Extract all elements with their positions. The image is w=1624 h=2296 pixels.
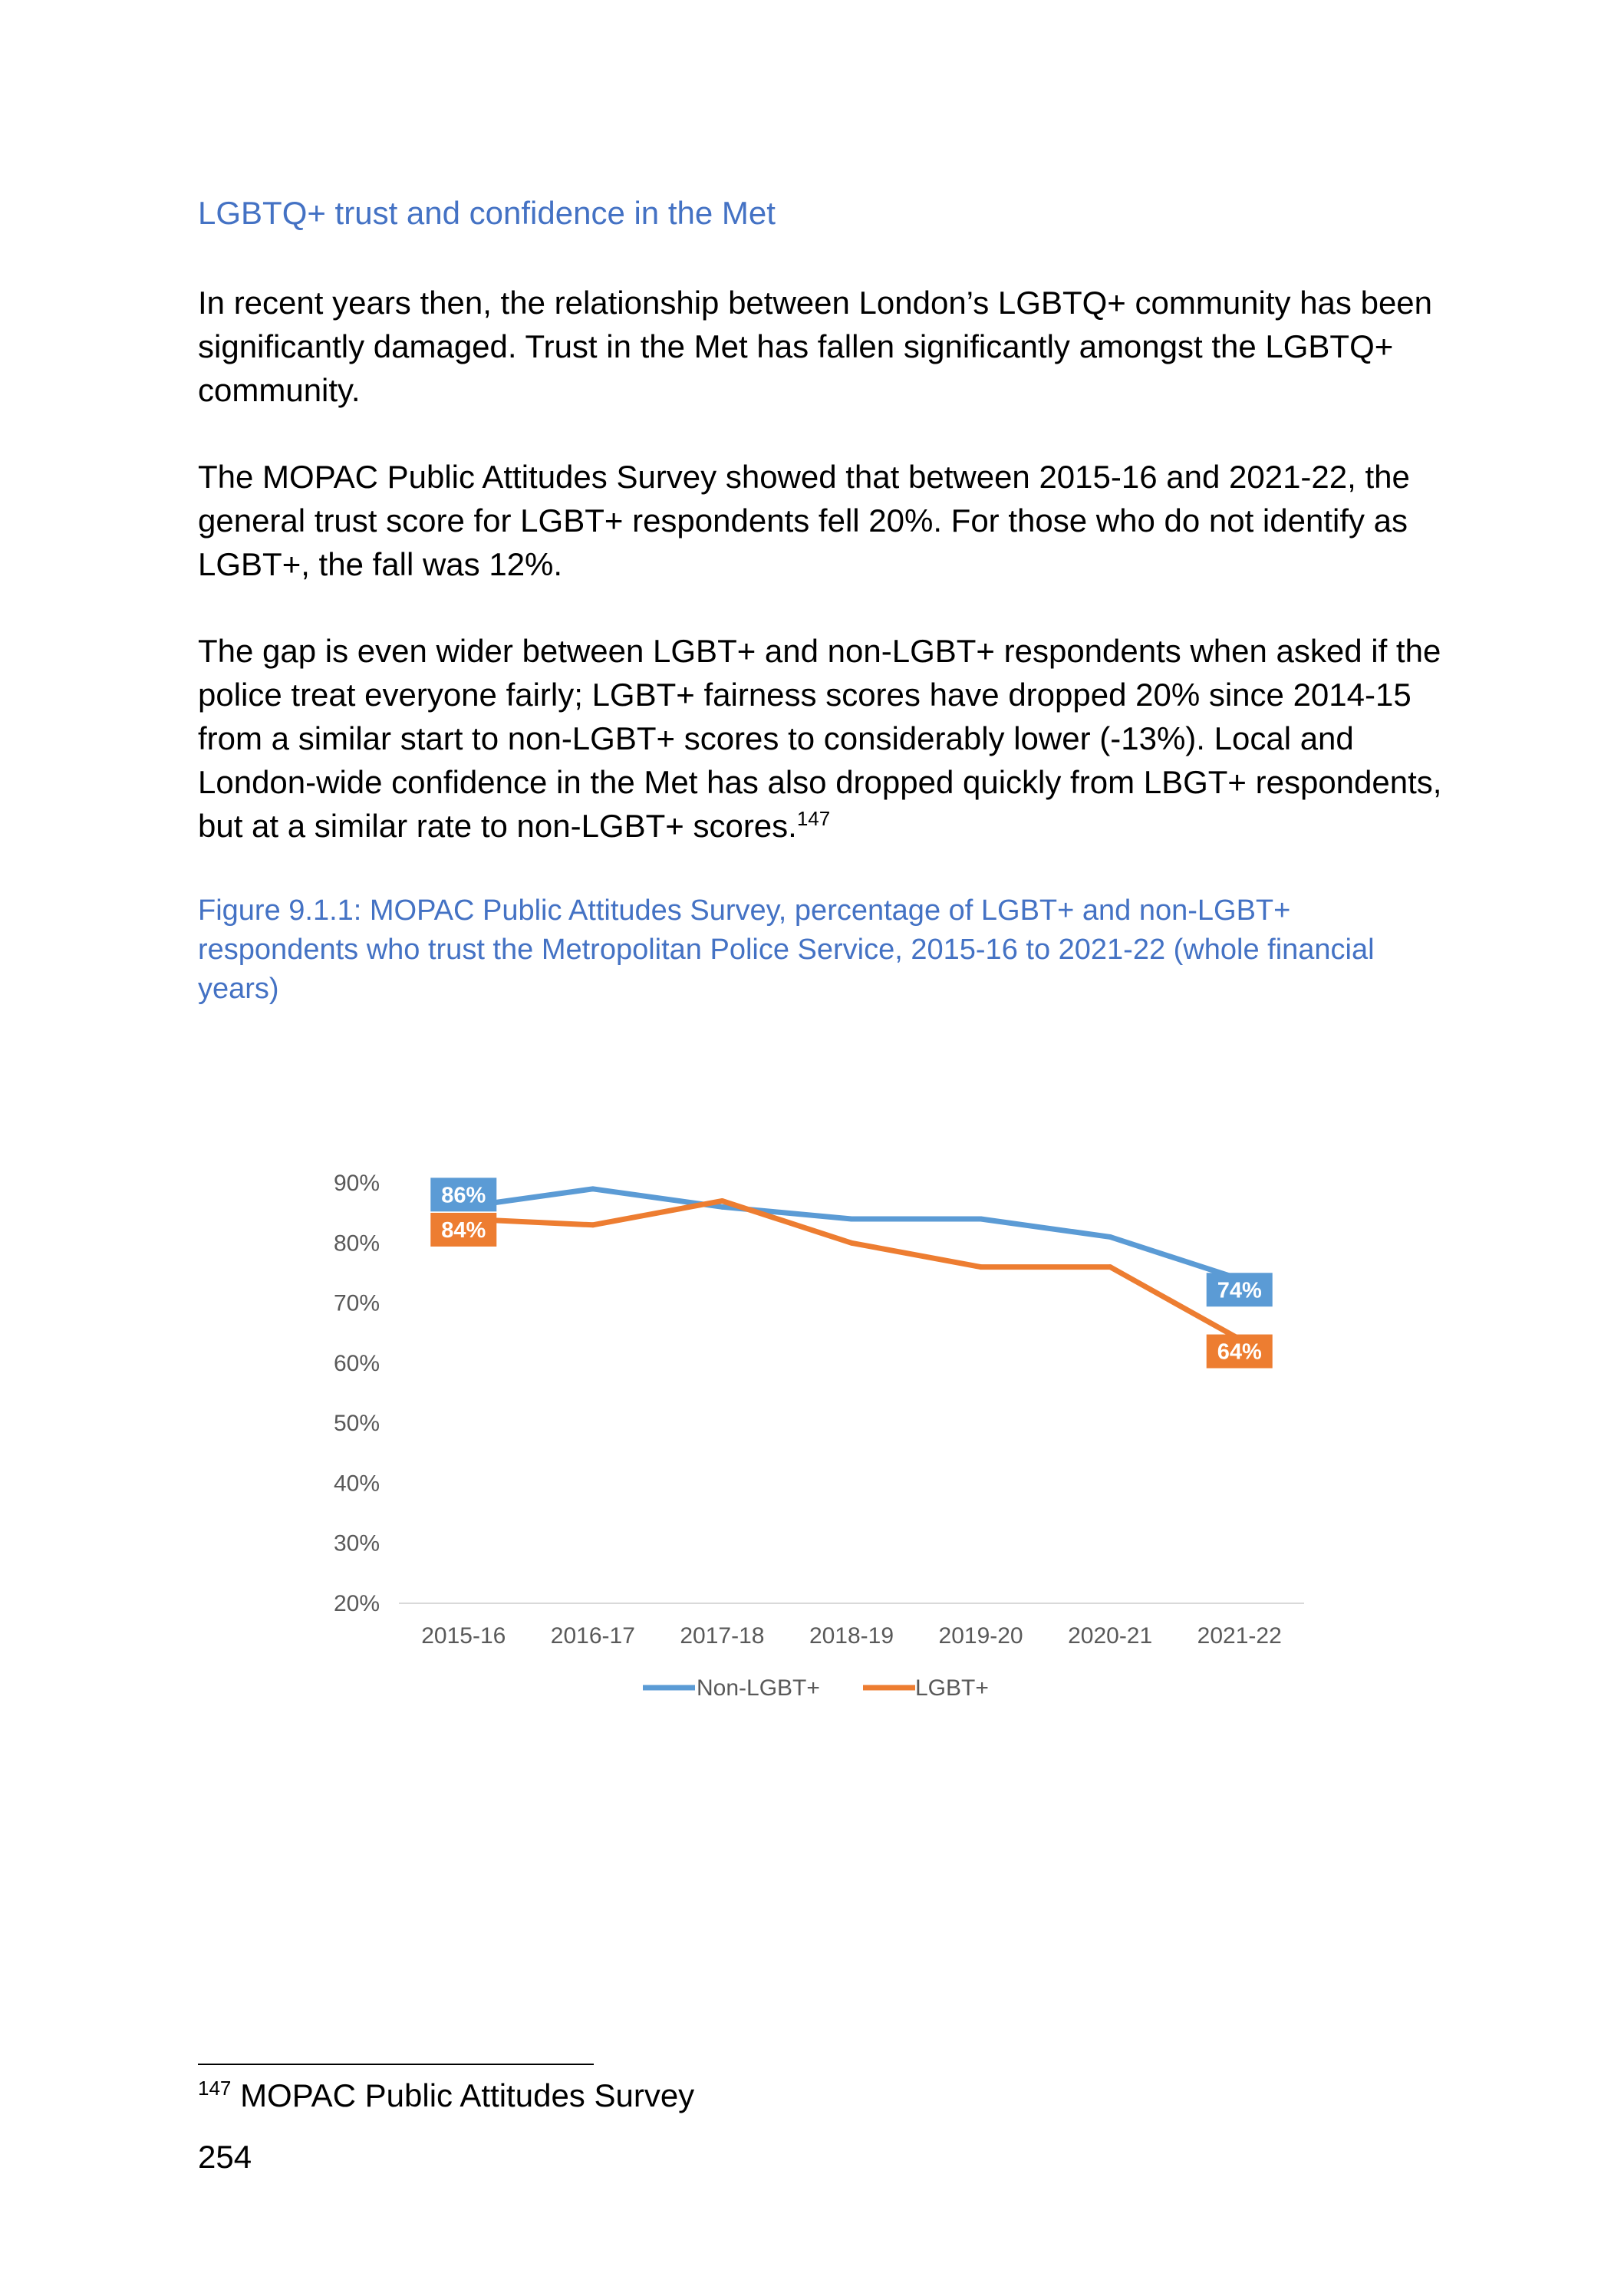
footnote-reference: 147 [796, 807, 831, 830]
data-point [978, 1264, 984, 1270]
data-label-box [430, 1178, 497, 1212]
y-tick-label: 50% [334, 1411, 380, 1436]
data-point [978, 1216, 984, 1222]
data-point [1107, 1264, 1113, 1270]
y-tick-label: 60% [334, 1351, 380, 1376]
legend-label: LGBT+ [915, 1675, 989, 1701]
y-tick-label: 70% [334, 1291, 380, 1316]
paragraph-2: The MOPAC Public Attitudes Survey showed… [198, 459, 1410, 582]
footnote-text: MOPAC Public Attitudes Survey [240, 2077, 695, 2113]
series-line-lgbt [460, 1197, 1243, 1342]
data-point [719, 1204, 725, 1210]
x-tick-label: 2017-18 [680, 1623, 764, 1649]
chart-svg: 20% 30% 40% 50% 60% 70% 80% 90% 2015-16 2016-17 20… [334, 1171, 1304, 1701]
footnote-number: 147 [198, 2077, 232, 2100]
data-point [848, 1240, 855, 1246]
section-heading: LGBTQ+ trust and confidence in the Met [198, 195, 776, 231]
figure-caption: Figure 9.1.1: MOPAC Public Attitudes Sur… [198, 894, 1375, 1005]
paragraph-3-text: The gap is even wider between LGBT+ and … [198, 633, 1442, 844]
series-line-non-lgbt [460, 1186, 1243, 1282]
legend-label: Non-LGBT+ [697, 1675, 820, 1701]
y-tick-label: 90% [334, 1171, 380, 1196]
data-point [590, 1222, 596, 1228]
data-point [719, 1197, 725, 1204]
footnote: 147 MOPAC Public Attitudes Survey [198, 2077, 694, 2114]
data-label-box [430, 1212, 497, 1247]
x-tick-label: 2016-17 [551, 1623, 635, 1649]
x-tick-label: 2018-19 [809, 1623, 894, 1649]
data-label: 84% [441, 1218, 486, 1243]
footnote-divider [198, 2064, 594, 2065]
x-tick-label: 2021-22 [1197, 1623, 1282, 1649]
data-label-box [1206, 1273, 1273, 1307]
line-chart: 20% 30% 40% 50% 60% 70% 80% 90% 2015-16 2016-17 20… [292, 1135, 1319, 1734]
x-tick-label: 2019-20 [939, 1623, 1023, 1649]
paragraph-3: The gap is even wider between LGBT+ and … [198, 629, 1456, 848]
data-point [848, 1216, 855, 1222]
data-label: 64% [1217, 1340, 1262, 1365]
data-label-box [1206, 1334, 1273, 1369]
data-point [590, 1186, 596, 1192]
data-label: 74% [1217, 1278, 1262, 1303]
y-tick-label: 20% [334, 1591, 380, 1616]
x-tick-label: 2020-21 [1068, 1623, 1152, 1649]
y-tick-label: 30% [334, 1531, 380, 1556]
y-tick-label: 40% [334, 1471, 380, 1496]
page-number: 254 [198, 2139, 252, 2175]
x-tick-label: 2015-16 [421, 1623, 506, 1649]
data-label: 86% [441, 1183, 486, 1207]
paragraph-1: In recent years then, the relationship b… [198, 285, 1433, 408]
y-tick-label: 80% [334, 1230, 380, 1256]
data-point [1107, 1234, 1113, 1240]
